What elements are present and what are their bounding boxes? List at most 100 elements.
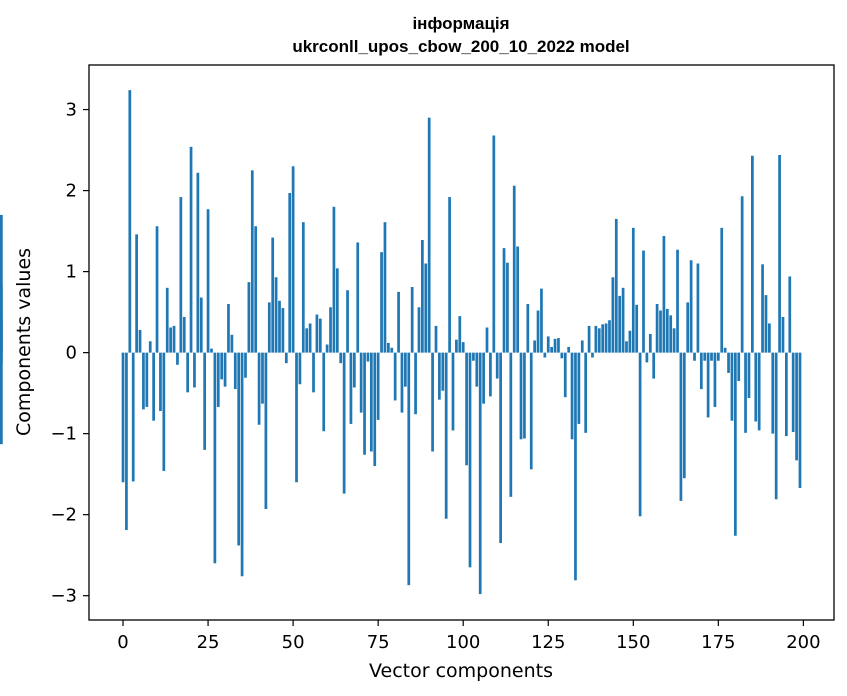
y-tick-label: −2	[50, 505, 77, 526]
bar-186	[754, 352, 758, 422]
bar-140	[597, 328, 601, 353]
bar-9	[152, 352, 155, 421]
bar-91	[431, 352, 434, 452]
bar-179	[730, 352, 734, 421]
x-tick-label: 75	[367, 632, 390, 653]
bar-28	[216, 352, 220, 407]
bar-62	[332, 206, 336, 353]
bar-103	[472, 352, 475, 361]
bar-180	[733, 352, 737, 536]
bar-42	[264, 352, 268, 509]
bar-35	[240, 352, 244, 577]
bar-166	[686, 302, 690, 353]
bar-168	[693, 352, 696, 361]
bar-151	[635, 304, 639, 353]
x-tick-label: 50	[282, 632, 305, 653]
plot-frame	[88, 64, 835, 621]
bar-55	[308, 323, 312, 353]
bar-129	[560, 352, 564, 359]
bar-57	[315, 314, 319, 353]
bar-37	[247, 282, 251, 353]
x-tick-label: 125	[531, 632, 565, 653]
bar-68	[352, 352, 356, 388]
bar-72	[366, 352, 370, 362]
bar-197	[791, 352, 795, 433]
bar-70	[359, 352, 363, 413]
bar-26	[210, 348, 213, 353]
bar-79	[390, 347, 394, 353]
bar-118	[523, 352, 526, 439]
y-axis-label: Components values	[13, 248, 35, 436]
bar-29	[220, 352, 224, 380]
bar-135	[580, 340, 584, 353]
bar-165	[682, 352, 686, 479]
bar-73	[369, 352, 373, 452]
bar-65	[342, 352, 346, 494]
bar-137	[587, 325, 591, 353]
chart-title-line-2: ukrconll_upos_cbow_200_10_2022 model	[292, 37, 629, 56]
bar-143	[608, 320, 611, 353]
bar-132	[570, 352, 574, 440]
bar-15	[172, 325, 176, 353]
bar-17	[179, 197, 183, 353]
bar-84	[407, 352, 411, 586]
bar-7	[145, 352, 149, 407]
bar-93	[438, 352, 441, 400]
x-axis-ticks: 0 25 50 75 100 125 150 175 200	[117, 620, 821, 653]
bar-99	[458, 316, 462, 353]
bar-2	[128, 90, 132, 353]
bar-190	[768, 323, 771, 353]
bar-176	[720, 227, 724, 353]
bar-153	[642, 250, 645, 353]
bar-164	[679, 352, 683, 501]
bar-54	[305, 328, 309, 353]
bar-106	[482, 352, 485, 404]
bar-148	[625, 341, 628, 353]
bar-124	[543, 352, 547, 358]
bar-83	[404, 352, 407, 387]
bar-94	[441, 352, 445, 391]
bar-19	[186, 352, 190, 393]
bar-27	[213, 352, 217, 564]
bar-111	[499, 352, 502, 544]
bar-80	[393, 352, 397, 401]
bar-undefined	[0, 352, 3, 445]
bar-32	[230, 334, 234, 353]
bar-49	[288, 193, 292, 353]
bar-157	[655, 304, 659, 353]
bar-61	[329, 307, 332, 353]
bar-128	[557, 338, 560, 353]
bar-85	[410, 287, 414, 353]
x-tick-label: 25	[197, 632, 220, 653]
bar-56	[312, 352, 315, 393]
bar-193	[778, 154, 781, 353]
bar-45	[274, 277, 278, 353]
bar-150	[631, 227, 635, 353]
bar-67	[349, 352, 353, 424]
bar-102	[468, 352, 472, 568]
bar-95	[444, 352, 448, 519]
bar-147	[621, 287, 625, 353]
y-axis-ticks: 3 2 1 0 −1 −2 −3	[50, 100, 89, 607]
bar-4	[135, 234, 138, 353]
bar-134	[577, 352, 581, 424]
y-tick-label: −1	[50, 424, 77, 445]
bar-undefined	[0, 214, 3, 353]
bar-191	[771, 352, 775, 434]
bar-116	[516, 246, 519, 353]
bar-59	[322, 352, 326, 432]
bar-122	[536, 310, 540, 353]
bar-100	[461, 342, 465, 353]
bar-163	[676, 249, 679, 353]
bar-89	[424, 263, 428, 353]
bar-48	[284, 352, 288, 364]
bar-101	[465, 352, 468, 466]
bar-38	[250, 170, 254, 353]
bar-192	[774, 352, 778, 500]
bar-144	[611, 277, 615, 353]
bar-131	[567, 346, 571, 353]
bar-34	[237, 352, 241, 546]
bar-109	[492, 135, 496, 353]
bar-21	[193, 352, 196, 388]
